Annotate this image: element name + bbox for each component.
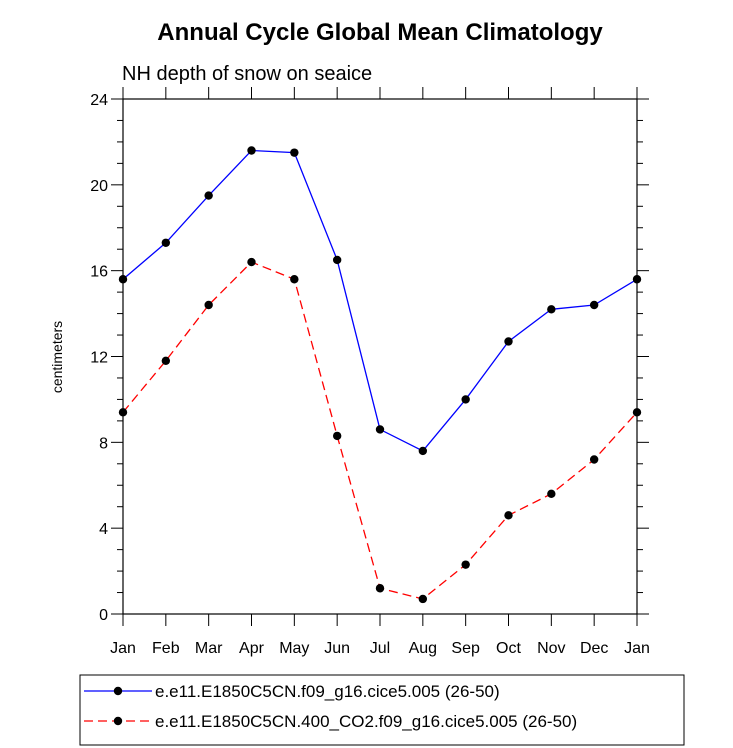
series-2 <box>118 257 642 604</box>
y-tick-label: 4 <box>99 521 108 538</box>
legend-marker-1 <box>113 686 123 696</box>
series-1-point <box>247 146 256 155</box>
series-1-point <box>161 238 171 247</box>
x-tick-label: Feb <box>152 640 180 657</box>
y-tick-label: 24 <box>90 92 108 109</box>
series-1-line <box>122 149 638 452</box>
series-2-point <box>547 489 556 499</box>
y-axis-label: centimeters <box>49 321 65 393</box>
series-2-point <box>375 584 385 593</box>
x-tick-label: Jun <box>324 640 350 657</box>
series-1 <box>118 146 642 456</box>
series-1-point <box>118 275 128 284</box>
series-1-point <box>547 305 556 314</box>
y-tick-label: 8 <box>99 435 108 452</box>
series-1-point <box>589 300 599 310</box>
x-tick-label: Apr <box>239 640 265 657</box>
chart-subtitle: NH depth of snow on seaice <box>122 63 372 85</box>
legend-box <box>79 674 685 746</box>
x-tick-label: Jan <box>110 640 136 657</box>
series-2-point <box>247 257 256 267</box>
x-tick-label: Nov <box>537 640 565 657</box>
legend: e.e11.E1850C5CN.f09_g16.cice5.005 (26-50… <box>79 674 685 746</box>
y-tick-label: 16 <box>90 264 108 281</box>
plot-frame <box>122 98 638 615</box>
series-2-point <box>589 455 599 464</box>
y-tick-label: 12 <box>90 350 108 367</box>
series-1-point <box>290 148 299 157</box>
x-tick-label: Jul <box>370 640 390 657</box>
axis-ticks <box>111 87 649 626</box>
series-1-point <box>204 191 213 200</box>
y-tick-label: 0 <box>99 607 108 624</box>
series-1-point <box>632 275 642 284</box>
series-2-point <box>204 300 213 310</box>
x-tick-label: Oct <box>496 640 521 657</box>
series-layer <box>118 146 642 604</box>
series-1-point <box>375 425 385 434</box>
series-2-point <box>332 431 342 441</box>
series-1-point <box>418 446 428 456</box>
x-tick-label: Sep <box>451 640 480 657</box>
x-tick-label: Dec <box>580 640 608 657</box>
plot-border <box>122 98 638 615</box>
x-tick-label: May <box>279 640 309 657</box>
series-2-point <box>461 560 470 569</box>
x-tick-label: Jan <box>624 640 650 657</box>
series-2-point <box>290 275 299 284</box>
series-1-point <box>332 255 342 265</box>
series-2-point <box>118 408 128 417</box>
series-2-point <box>504 511 513 520</box>
x-tick-label: Mar <box>195 640 223 657</box>
legend-marker-2 <box>113 716 123 726</box>
x-tick-label: Aug <box>409 640 437 657</box>
tick-labels: 0 4 8 12 16 20 24 Jan Feb Mar Apr May Jun Jul Aug Sep Oc… <box>90 92 650 657</box>
y-tick-label: 20 <box>90 178 108 195</box>
series-2-point <box>161 356 171 365</box>
series-2-point <box>418 594 428 604</box>
chart-title: Annual Cycle Global Mean Climatology <box>157 19 603 46</box>
series-1-point <box>461 395 470 404</box>
legend-label-2: e.e11.E1850C5CN.400_CO2.f09_g16.cice5.00… <box>155 712 577 731</box>
legend-label-1: e.e11.E1850C5CN.f09_g16.cice5.005 (26-50… <box>155 682 500 701</box>
series-2-point <box>632 408 642 417</box>
series-1-point <box>504 337 513 346</box>
